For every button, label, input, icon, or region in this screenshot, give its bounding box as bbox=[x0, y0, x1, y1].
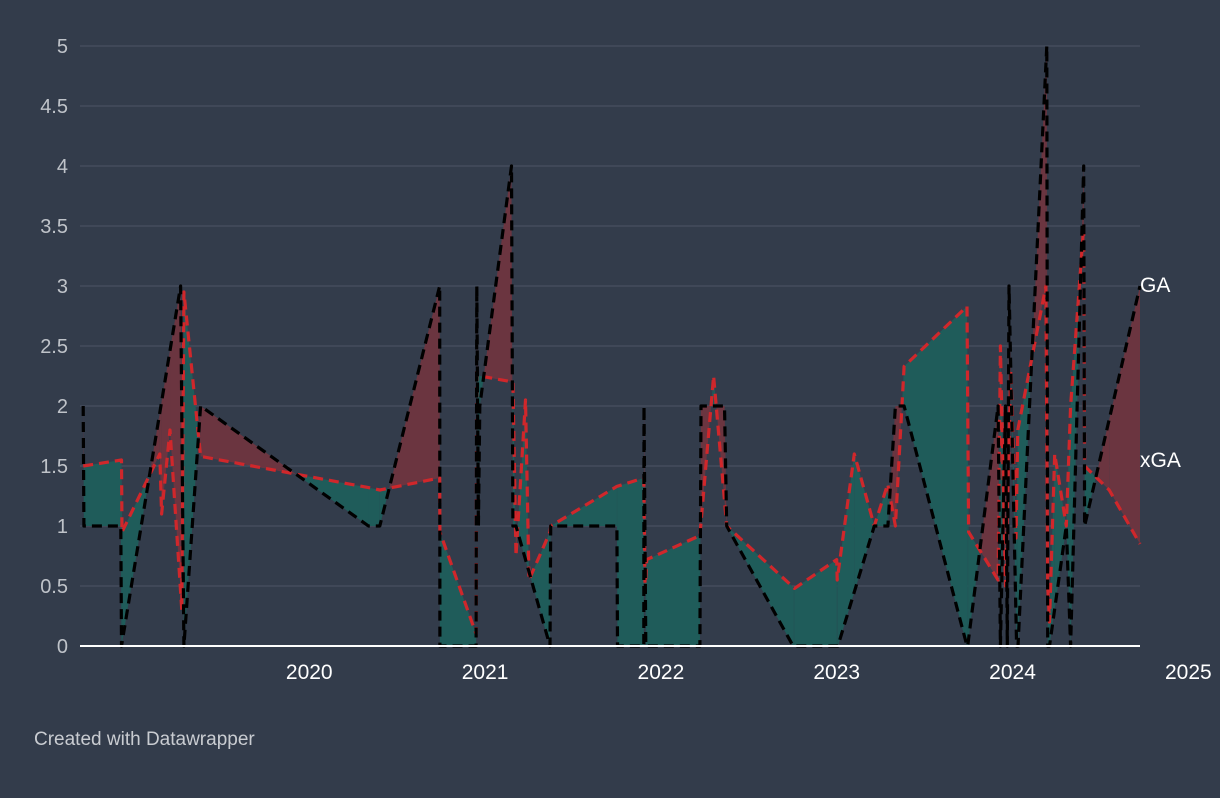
difference-area bbox=[967, 406, 969, 646]
credit-text: Created with Datawrapper bbox=[34, 729, 255, 750]
series-label-ga: GA bbox=[1140, 274, 1170, 297]
difference-area bbox=[1084, 466, 1096, 526]
difference-area bbox=[904, 306, 967, 646]
x-axis: 2020 2021 2022 2023 2024 2025 bbox=[286, 661, 1212, 684]
difference-area bbox=[646, 535, 700, 646]
series-label-xga: xGA bbox=[1140, 449, 1181, 472]
difference-area bbox=[170, 286, 181, 592]
series-line-xga bbox=[82, 224, 1142, 636]
y-tick-label: 0.5 bbox=[40, 576, 68, 598]
difference-area bbox=[1054, 454, 1067, 609]
y-tick-label: 2.5 bbox=[40, 336, 68, 358]
difference-area bbox=[837, 454, 855, 646]
difference-area bbox=[368, 487, 380, 526]
difference-area bbox=[183, 292, 199, 646]
y-tick-label: 3 bbox=[57, 276, 68, 298]
difference-area bbox=[794, 559, 837, 646]
difference-area bbox=[530, 532, 550, 646]
difference-area bbox=[854, 454, 875, 593]
y-axis: 0 0.5 1 1.5 2 2.5 3 3.5 4 4.5 5 bbox=[40, 36, 68, 658]
series-labels: GA xGA bbox=[1140, 274, 1181, 472]
y-tick-label: 4.5 bbox=[40, 96, 68, 118]
y-tick-label: 4 bbox=[57, 156, 68, 178]
difference-area bbox=[379, 488, 390, 526]
difference-area bbox=[550, 486, 617, 526]
y-tick-label: 3.5 bbox=[40, 216, 68, 238]
difference-area bbox=[837, 574, 838, 646]
difference-area bbox=[793, 587, 795, 646]
series-lines bbox=[81, 44, 1142, 648]
series-line-ga bbox=[81, 44, 1142, 648]
y-tick-label: 1 bbox=[57, 516, 68, 538]
x-tick-label: 2022 bbox=[638, 661, 685, 684]
x-tick-label: 2020 bbox=[286, 661, 333, 684]
x-tick-label: 2024 bbox=[989, 661, 1036, 684]
x-tick-label: 2025 bbox=[1165, 661, 1212, 684]
difference-area bbox=[1010, 370, 1017, 621]
difference-area bbox=[1081, 166, 1084, 262]
difference-area bbox=[617, 478, 644, 646]
x-tick-label: 2023 bbox=[813, 661, 860, 684]
difference-area bbox=[1016, 505, 1017, 646]
difference-area bbox=[1031, 64, 1046, 359]
y-tick-label: 5 bbox=[57, 36, 68, 58]
difference-area bbox=[1049, 454, 1055, 646]
y-tick-label: 0 bbox=[57, 636, 68, 658]
difference-area bbox=[1109, 286, 1140, 544]
difference-area bbox=[549, 526, 551, 646]
y-tick-label: 1.5 bbox=[40, 456, 68, 478]
difference-area bbox=[83, 460, 121, 526]
difference-area bbox=[699, 529, 701, 646]
y-tick-label: 2 bbox=[57, 396, 68, 418]
x-tick-label: 2021 bbox=[462, 661, 509, 684]
